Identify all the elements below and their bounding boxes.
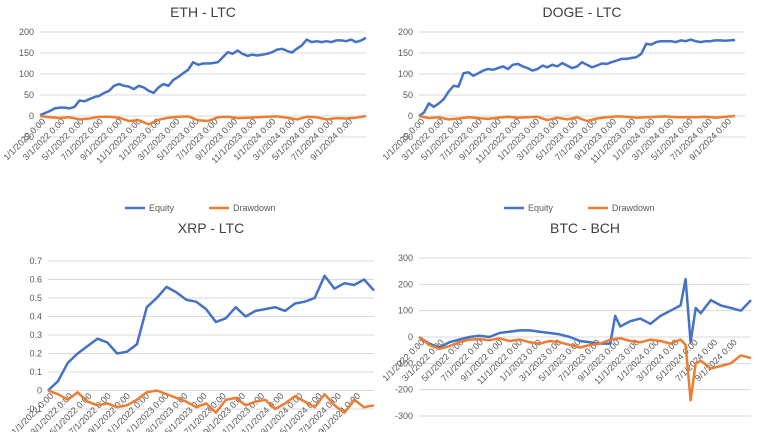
series-line-drawdown	[418, 114, 736, 123]
y-tick-label: 0	[408, 332, 413, 342]
series-line-drawdown	[39, 114, 367, 126]
y-tick-label: 0.6	[29, 275, 42, 285]
chart-svg-btc-bch: BTC - BCH3002001000-100-200-3001/1/2022 …	[380, 220, 752, 421]
chart-title: ETH - LTC	[170, 4, 236, 20]
y-tick-label: 150	[19, 48, 34, 58]
y-tick-label: -0.1	[26, 404, 42, 414]
y-tick-label: 100	[398, 69, 413, 79]
chart-eth-ltc: ETH - LTC 200 150 100 50 0 -50 1/1/2022 0:00 3/1…	[0, 0, 379, 216]
y-tick-label: -50	[21, 132, 34, 142]
chart-title: DOGE - LTC	[542, 4, 621, 20]
legend-label-equity: Equity	[149, 203, 175, 213]
y-tick-label: 100	[398, 306, 413, 316]
y-tick-label: 300	[398, 253, 413, 263]
y-tick-label: 0	[29, 111, 34, 121]
y-tick-label: 0.5	[29, 293, 42, 303]
y-tick-label: 100	[19, 69, 34, 79]
y-tick-label: -200	[395, 385, 413, 395]
chart-svg-xrp-ltc: XRP - LTC0.70.60.50.40.30.20.10-0.11/1/2…	[9, 220, 375, 437]
y-tick-label: 0	[37, 386, 42, 396]
y-tick-label: -100	[395, 358, 413, 368]
chart-doge-ltc: DOGE - LTC 200 150 100 50 0 -50 1/1/2022 0:00 3/…	[379, 0, 758, 216]
y-tick-label: 50	[24, 90, 34, 100]
y-tick-label: 150	[398, 48, 413, 58]
series-line-drawdown	[47, 389, 375, 414]
chart-title: BTC - BCH	[550, 220, 620, 236]
legend-label-drawdown: Drawdown	[612, 203, 655, 213]
chart-xrp-ltc: XRP - LTC 0.7 0.6 0.5 0.4 0.3 0.2 0.1 0 -0.1 1/1/2…	[0, 216, 379, 437]
series-line-equity	[418, 38, 736, 118]
y-tick-label: 200	[398, 27, 413, 37]
legend-label-drawdown: Drawdown	[233, 203, 276, 213]
y-tick-label: 0.3	[29, 330, 42, 340]
y-tick-label: 200	[398, 279, 413, 289]
y-tick-label: 50	[403, 90, 413, 100]
series-line-equity	[47, 274, 375, 392]
chart-title: XRP - LTC	[178, 220, 244, 236]
y-tick-label: 0.1	[29, 367, 42, 377]
legend-label-equity: Equity	[528, 203, 554, 213]
y-tick-label: 0.2	[29, 349, 42, 359]
y-tick-label: -300	[395, 411, 413, 421]
y-tick-label: 0	[408, 111, 413, 121]
series-line-drawdown	[418, 336, 752, 402]
chart-btc-bch: BTC - BCH 300 200 100 0 -100 -200 -300 1/1/2022 …	[379, 216, 758, 432]
series-line-equity	[39, 36, 367, 117]
y-tick-label: 200	[19, 27, 34, 37]
y-tick-label: -50	[400, 132, 413, 142]
y-tick-label: 0.4	[29, 312, 42, 322]
y-tick-label: 0.7	[29, 256, 42, 266]
